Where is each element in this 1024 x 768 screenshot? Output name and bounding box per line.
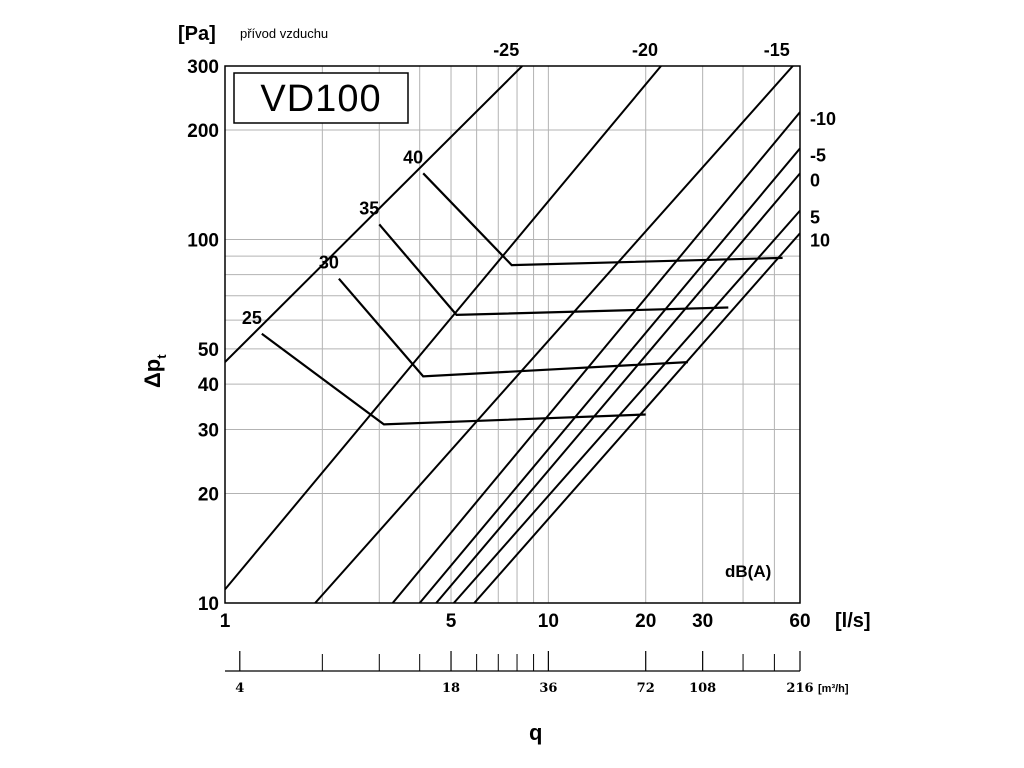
- setting-curve-label: 30: [319, 253, 339, 273]
- chart-title: přívod vzduchu: [240, 26, 328, 41]
- noise-line: [453, 210, 800, 603]
- plot-frame: [224, 65, 801, 604]
- noise-line-label: -5: [810, 145, 826, 165]
- y-tick-label: 30: [198, 421, 219, 442]
- noise-line-label: -25: [493, 40, 519, 60]
- y-tick-label: 40: [198, 375, 219, 396]
- x2-unit-label: [m³/h]: [818, 683, 849, 695]
- noise-line: [473, 232, 800, 603]
- noise-line: [391, 111, 800, 603]
- y-axis-label-sub: t: [154, 354, 169, 359]
- setting-curve: [422, 172, 783, 267]
- x2-tick-label: 18: [442, 681, 460, 696]
- noise-line-label: -20: [632, 40, 658, 60]
- x-tick-label: 1: [220, 611, 231, 632]
- x2-tick-label: 72: [637, 681, 655, 696]
- setting-curve-label: 40: [403, 147, 423, 167]
- noise-lines: [225, 66, 800, 603]
- x-axis-label: q: [529, 720, 542, 745]
- y-unit-label: [Pa]: [178, 23, 216, 45]
- x-tick-label: 5: [446, 611, 457, 632]
- y-tick-label: 300: [187, 57, 219, 78]
- y-tick-label: 10: [198, 594, 219, 615]
- y-tick-label: 100: [187, 230, 219, 251]
- noise-line-label: -10: [810, 109, 836, 129]
- svg-text:Δpt: Δpt: [140, 354, 169, 388]
- setting-curve: [378, 223, 729, 317]
- noise-line-label: -15: [764, 40, 790, 60]
- y-tick-label: 200: [187, 121, 219, 142]
- model-label: VD100: [260, 78, 381, 120]
- y-axis-label-main: Δp: [140, 359, 165, 388]
- y-tick-label: 50: [198, 340, 219, 361]
- x2-tick-label: 36: [539, 681, 557, 696]
- x-tick-label: 20: [635, 611, 656, 632]
- x-tick-label: 10: [538, 611, 559, 632]
- noise-line-label: 0: [810, 170, 820, 190]
- setting-curves: [261, 172, 783, 426]
- model-label-box: [233, 72, 409, 124]
- setting-curve: [261, 332, 646, 426]
- noise-unit-label: dB(A): [725, 562, 771, 581]
- x-tick-label: 60: [789, 611, 810, 632]
- noise-line-label: 5: [810, 208, 820, 228]
- x-unit-label: [l/s]: [835, 610, 871, 632]
- x2-tick-label: 4: [235, 681, 244, 696]
- secondary-x-axis: 4 18 36 72 108 216: [225, 651, 814, 696]
- x2-tick-label: 108: [689, 681, 716, 696]
- setting-curve-label: 25: [242, 308, 262, 328]
- setting-curve: [338, 277, 688, 378]
- y-tick-label: 20: [198, 485, 219, 506]
- noise-line-label: 10: [810, 230, 830, 250]
- y-axis-label: Δpt: [140, 354, 169, 388]
- noise-line: [435, 172, 800, 603]
- noise-line: [314, 66, 794, 603]
- noise-line: [225, 66, 523, 363]
- grid-lines: [225, 65, 801, 603]
- noise-line: [225, 66, 662, 591]
- setting-curve-label: 35: [359, 198, 379, 218]
- noise-line: [418, 147, 800, 603]
- x-tick-label: 30: [692, 611, 713, 632]
- x2-tick-label: 216: [786, 681, 813, 696]
